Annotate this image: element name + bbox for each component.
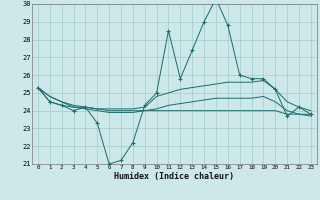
X-axis label: Humidex (Indice chaleur): Humidex (Indice chaleur) <box>115 172 234 181</box>
